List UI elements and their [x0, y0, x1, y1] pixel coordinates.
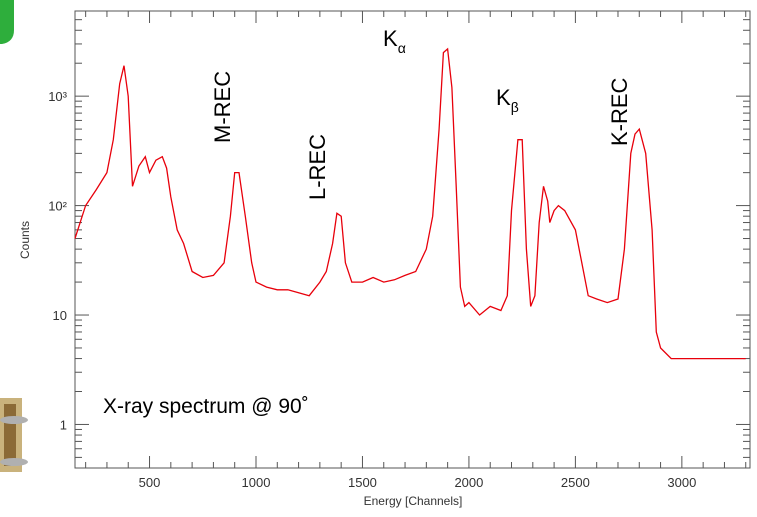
k-alpha-main: K	[383, 26, 398, 51]
spectrum-series-line	[74, 47, 746, 360]
x-tick-label: 2000	[454, 475, 483, 490]
m-rec-label: M-REC	[210, 71, 235, 143]
k-beta-subscript: β	[511, 99, 519, 115]
x-tick-label: 500	[139, 475, 161, 490]
axis-ticks	[75, 10, 750, 469]
y-tick-label: 10³	[48, 89, 67, 104]
k-alpha-subscript: α	[398, 40, 406, 56]
k-rec-label: K-REC	[607, 77, 632, 146]
x-tick-label: 1000	[242, 475, 271, 490]
x-axis-title: Energy [Channels]	[364, 494, 463, 508]
l-rec-label: L-REC	[305, 134, 330, 200]
x-tick-label: 3000	[667, 475, 696, 490]
x-tick-label: 1500	[348, 475, 377, 490]
k-beta-main: K	[496, 85, 511, 110]
k-alpha-label: Kα	[383, 26, 406, 56]
tick-labels: 500 1000 1500 2000 2500 3000 1 10 10² 10³	[48, 89, 696, 490]
y-axis-title: Counts	[18, 221, 32, 259]
k-beta-label: Kβ	[496, 85, 519, 115]
green-corner-shape	[0, 0, 14, 44]
y-tick-label: 1	[60, 417, 67, 432]
y-tick-label: 10²	[48, 199, 67, 214]
y-tick-label: 10	[53, 308, 67, 323]
spectrum-note: X-ray spectrum @ 90˚	[103, 395, 309, 418]
plot-frame	[74, 10, 751, 469]
apparatus-fragment	[0, 398, 28, 472]
x-tick-label: 2500	[561, 475, 590, 490]
